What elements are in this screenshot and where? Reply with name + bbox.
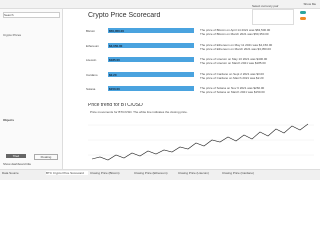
- gridlines: [88, 124, 314, 156]
- tableau-window: Show Me Search Crypto Prices Closing Pri…: [0, 0, 320, 180]
- legend-swatch: [300, 17, 306, 20]
- sheet-tab[interactable]: Closing Price (Cardano): [222, 171, 255, 175]
- row-value: $2.20: [109, 72, 117, 77]
- sheet-tab[interactable]: BTC Crypto Price Scorecard: [46, 171, 88, 175]
- row-label: Litecoin: [86, 58, 97, 62]
- legend-box: [252, 9, 294, 25]
- note-line: The price of Solana on Nov 6 2021 was $2…: [200, 86, 265, 90]
- objects-title: Objects: [3, 118, 15, 122]
- tab-bar: [0, 169, 320, 180]
- note-line: The price of Solana on March 2021 was $1…: [200, 90, 265, 94]
- row-value: $50,350.00: [109, 29, 125, 33]
- trend-chart: [88, 123, 314, 161]
- tiled-button[interactable]: Tiled: [6, 154, 26, 158]
- note-line: The price of Bitcoin on April 14 2021 wa…: [200, 28, 271, 32]
- toolbar: [0, 0, 320, 9]
- row-label: Cardano: [86, 72, 98, 77]
- note-line: The price of Ethereum on March 2021 was …: [200, 46, 271, 51]
- sheet-tab[interactable]: Closing Price (Ethereum): [134, 171, 168, 175]
- show-title-checkbox[interactable]: Show dashboard title: [3, 162, 32, 166]
- row-bar: $3,050.00: [108, 42, 194, 48]
- row-bar: $50,350.00: [108, 28, 194, 33]
- legend-title: Select currency pair: [252, 4, 279, 8]
- note-line: The price of Litecoin on March 2021 was …: [200, 61, 266, 65]
- sheet-tab[interactable]: Data Source: [2, 171, 19, 175]
- row-value: $3,050.00: [109, 43, 123, 48]
- legend-swatch: [300, 11, 306, 14]
- show-me[interactable]: Show Me: [303, 2, 316, 6]
- note-line: The price of Litecoin on May 10 2021 was…: [200, 57, 268, 61]
- search-box[interactable]: Search: [3, 12, 60, 18]
- price-line: [91, 123, 309, 161]
- sheet-tab[interactable]: Closing Price (Litecoin): [178, 171, 209, 175]
- scorecard-notes: The price of Bitcoin on April 14 2021 wa…: [200, 28, 312, 100]
- scorecard-rows: Bitcoin $50,350.00 Ethereum $3,050.00 Liteco…: [86, 28, 196, 100]
- data-source: Crypto Prices: [3, 33, 22, 37]
- row-bar: $150.00: [108, 86, 194, 91]
- row-label: Bitcoin: [86, 29, 96, 33]
- tabs: Data Source BTC Crypto Price Scorecard Clo…: [2, 171, 318, 177]
- sheet-tab[interactable]: Closing Price (Bitcoin): [90, 171, 120, 175]
- row-label: Ethereum: [86, 43, 100, 48]
- note-line: The price of Cardano on March 2021 was $…: [200, 75, 264, 80]
- note-line: The price of Bitcoin on March 2021 was $…: [200, 32, 269, 36]
- row-bar: $185.00: [108, 57, 194, 62]
- trend-caption: Price movements for BTC/USD. The white l…: [90, 110, 188, 114]
- row-bar: $2.20: [108, 71, 194, 77]
- row-value: $150.00: [109, 87, 120, 91]
- note-line: The price of Cardano on Sept 2 2021 was …: [200, 71, 264, 76]
- floating-button[interactable]: Floating: [34, 154, 58, 160]
- trend-title: Price trend for BTC/USD: [88, 103, 143, 108]
- sidebar: [0, 9, 63, 169]
- row-value: $185.00: [109, 58, 120, 62]
- row-label: Solana: [86, 87, 96, 91]
- note-line: The price of Ethereum on May 11 2021 was…: [200, 42, 273, 47]
- dashboard-title: Crypto Price Scorecard: [88, 12, 161, 19]
